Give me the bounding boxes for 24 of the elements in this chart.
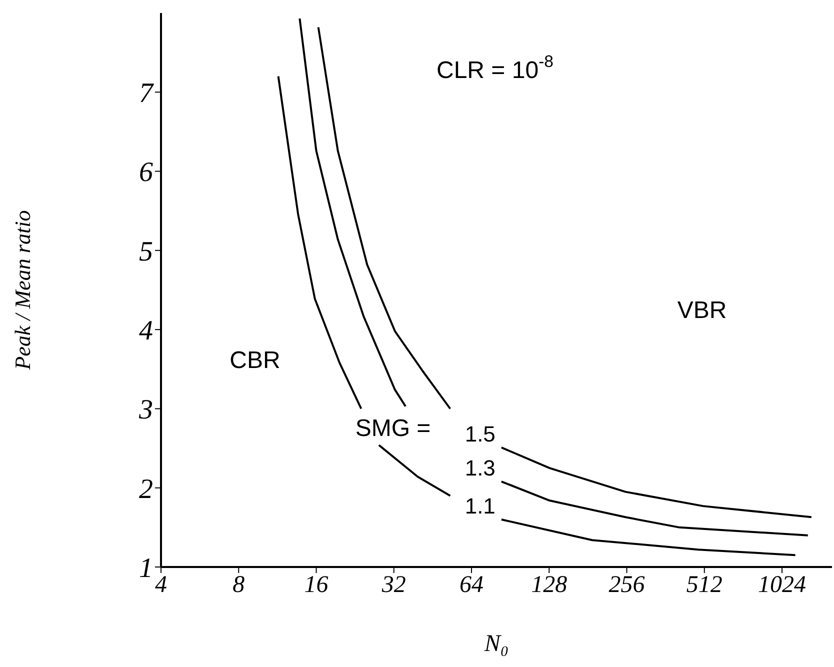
- series-label: 1.3: [464, 455, 496, 480]
- y-tick-label: 6: [139, 157, 153, 188]
- annotation: CLR = 10$^{-8}$: [436, 52, 554, 84]
- annotation: VBR: [677, 297, 727, 324]
- y-tick-label: 7: [139, 78, 154, 110]
- x-tick-label: 64: [460, 572, 484, 598]
- x-axis-title: N₀: [483, 631, 509, 657]
- series-label: 1.1: [464, 493, 496, 518]
- series-label: 1.5: [464, 421, 496, 446]
- y-tick-label: 4: [139, 316, 153, 347]
- x-tick-label: 128: [531, 572, 568, 598]
- y-tick-label: 5: [139, 236, 153, 268]
- x-tick-label: 32: [380, 572, 406, 598]
- y-tick-label: 3: [138, 394, 153, 426]
- y-axis-title: Peak / Mean ratio: [10, 210, 35, 371]
- x-tick-label: 256: [608, 572, 645, 598]
- y-tick-label: 2: [139, 474, 153, 505]
- x-tick-label: 16: [304, 572, 328, 598]
- annotation: SMG =: [355, 415, 431, 442]
- annotation: CBR: [230, 347, 280, 374]
- y-tick-label: 1: [139, 552, 153, 584]
- x-tick-label: 1024: [758, 572, 806, 598]
- x-tick-label: 8: [232, 572, 245, 598]
- x-tick-label: 512: [686, 572, 722, 598]
